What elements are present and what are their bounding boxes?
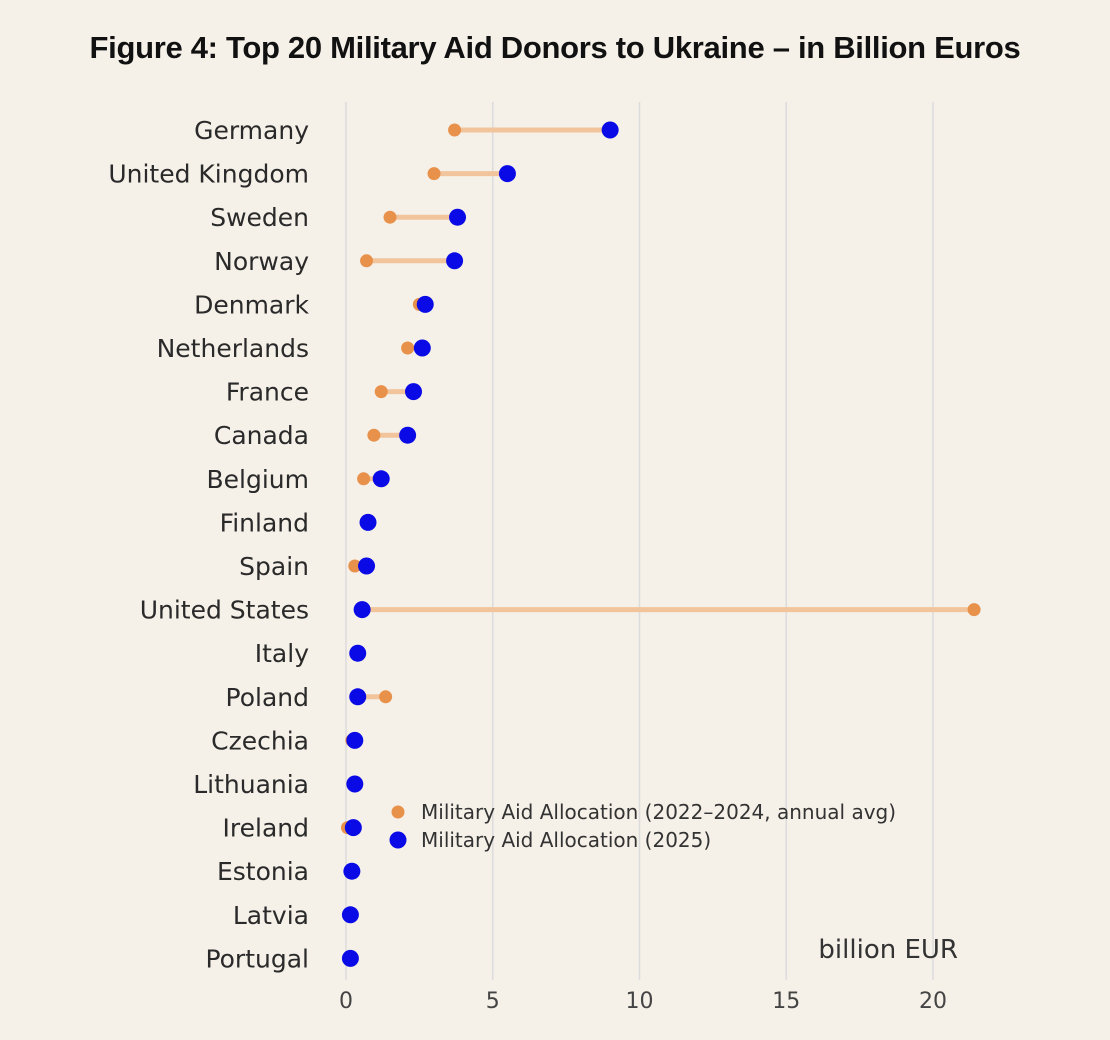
- point-2025: [359, 513, 377, 531]
- x-tick-label: 10: [626, 989, 654, 1014]
- point-2022-2024: [360, 254, 374, 268]
- point-2025: [498, 165, 516, 183]
- point-2025: [346, 775, 364, 793]
- legend: Military Aid Allocation (2022–2024, annu…: [389, 800, 896, 852]
- point-2022-2024: [374, 385, 388, 399]
- point-2022-2024: [967, 603, 981, 617]
- country-label: United Kingdom: [108, 160, 309, 189]
- country-label: Lithuania: [193, 770, 309, 799]
- point-2025: [341, 949, 359, 967]
- x-axis-unit-label: billion EUR: [818, 935, 958, 965]
- point-2025: [601, 121, 619, 139]
- point-2022-2024: [401, 341, 415, 355]
- country-label: Italy: [255, 639, 309, 668]
- country-label: Spain: [239, 552, 309, 581]
- country-label: Ireland: [223, 814, 309, 843]
- legend-marker-2022-2024: [391, 805, 405, 819]
- legend-marker-2025: [389, 831, 407, 849]
- country-labels: Germany United Kingdom Sweden Norway Denmark…: [108, 116, 309, 973]
- country-label: France: [226, 378, 309, 407]
- country-label: Poland: [226, 683, 309, 712]
- point-2025: [349, 688, 367, 706]
- country-label: Sweden: [210, 203, 309, 232]
- point-2025: [372, 470, 390, 488]
- x-tick-label: 15: [772, 989, 800, 1014]
- point-2025: [416, 295, 434, 313]
- point-2025: [344, 819, 362, 837]
- point-2022-2024: [427, 167, 441, 181]
- point-2025: [341, 906, 359, 924]
- x-tick-labels: 0 5 10 15 20: [339, 989, 947, 1014]
- data-points: [340, 121, 981, 967]
- country-label: United States: [140, 596, 309, 625]
- point-2025: [449, 208, 467, 226]
- country-label: Belgium: [207, 465, 310, 494]
- point-2025: [358, 557, 376, 575]
- point-2025: [349, 644, 367, 662]
- point-2025: [399, 426, 417, 444]
- legend-label-2025: Military Aid Allocation (2025): [421, 828, 711, 852]
- point-2022-2024: [367, 428, 381, 442]
- point-2025: [346, 731, 364, 749]
- chart-title: Figure 4: Top 20 Military Aid Donors to …: [89, 30, 1021, 65]
- country-label: Canada: [214, 421, 309, 450]
- country-label: Estonia: [217, 857, 309, 886]
- point-2022-2024: [383, 210, 397, 224]
- point-2022-2024: [348, 559, 362, 573]
- point-2025: [413, 339, 431, 357]
- x-tick-label: 5: [486, 989, 500, 1014]
- point-2022-2024: [357, 472, 371, 486]
- point-2022-2024: [448, 123, 462, 137]
- country-label: Czechia: [211, 726, 309, 755]
- point-2025: [353, 601, 371, 619]
- country-label: Germany: [194, 116, 309, 145]
- point-2025: [446, 252, 464, 270]
- x-tick-label: 0: [339, 989, 353, 1014]
- country-label: Finland: [220, 508, 309, 537]
- country-label: Norway: [214, 247, 309, 276]
- country-label: Denmark: [194, 290, 309, 319]
- point-2025: [343, 862, 361, 880]
- country-label: Portugal: [205, 944, 309, 973]
- country-label: Netherlands: [157, 334, 309, 363]
- country-label: Latvia: [233, 901, 309, 930]
- point-2022-2024: [379, 690, 393, 704]
- x-tick-label: 20: [919, 989, 947, 1014]
- point-2025: [405, 383, 423, 401]
- legend-label-2022-2024: Military Aid Allocation (2022–2024, annu…: [421, 800, 896, 824]
